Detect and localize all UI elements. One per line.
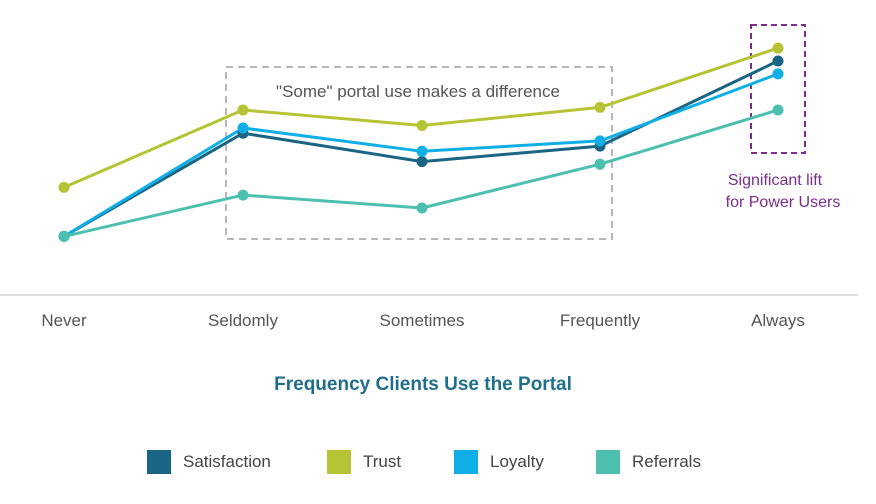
legend-swatch-satisfaction: [147, 450, 171, 474]
data-point-trust-sometimes: [416, 120, 428, 131]
data-point-trust-always: [772, 42, 784, 54]
legend-item-referrals: Referrals: [596, 448, 701, 476]
x-tick-sometimes: Sometimes: [379, 311, 464, 330]
data-point-referrals-sometimes: [416, 202, 428, 214]
x-tick-seldomly: Seldomly: [208, 311, 278, 330]
data-point-trust-frequently: [594, 101, 606, 113]
data-point-referrals-never: [58, 230, 70, 242]
annotation-box-power-users: [750, 24, 806, 154]
data-point-satisfaction-always: [772, 55, 784, 67]
legend-swatch-referrals: [596, 450, 620, 474]
annotation-some-use: "Some" portal use makes a difference: [276, 82, 560, 101]
annotation-power-users-line-2: for Power Users: [726, 194, 841, 211]
legend-label-trust: Trust: [363, 452, 402, 471]
data-point-satisfaction-sometimes: [416, 156, 428, 168]
data-point-loyalty-frequently: [594, 135, 606, 147]
legend-item-trust: Trust: [327, 448, 401, 476]
data-point-referrals-seldomly: [237, 189, 249, 201]
x-axis-title: Frequency Clients Use the Portal: [274, 374, 572, 395]
legend-label-satisfaction: Satisfaction: [183, 452, 271, 471]
data-point-trust-never: [58, 181, 70, 193]
annotation-box-some-use: [225, 66, 613, 240]
x-tick-frequently: Frequently: [560, 311, 641, 330]
legend-label-referrals: Referrals: [632, 452, 701, 471]
data-point-loyalty-seldomly: [237, 122, 249, 134]
legend-swatch-trust: [327, 450, 351, 474]
legend-item-loyalty: Loyalty: [454, 448, 544, 476]
data-point-loyalty-sometimes: [416, 145, 428, 157]
line-chart: "Some" portal use makes a difference Sig…: [0, 24, 858, 395]
x-tick-never: Never: [41, 311, 87, 330]
data-point-referrals-always: [772, 104, 784, 116]
series-layer: [58, 42, 784, 242]
x-tick-always: Always: [751, 311, 805, 330]
data-point-referrals-frequently: [594, 158, 606, 170]
legend: Satisfaction Trust Loyalty Referrals: [0, 448, 876, 476]
data-point-trust-seldomly: [237, 104, 249, 116]
legend-label-loyalty: Loyalty: [490, 452, 544, 471]
legend-swatch-loyalty: [454, 450, 478, 474]
data-point-loyalty-always: [772, 68, 784, 80]
legend-item-satisfaction: Satisfaction: [147, 448, 271, 476]
annotation-power-users-line-1: Significant lift: [728, 172, 823, 189]
